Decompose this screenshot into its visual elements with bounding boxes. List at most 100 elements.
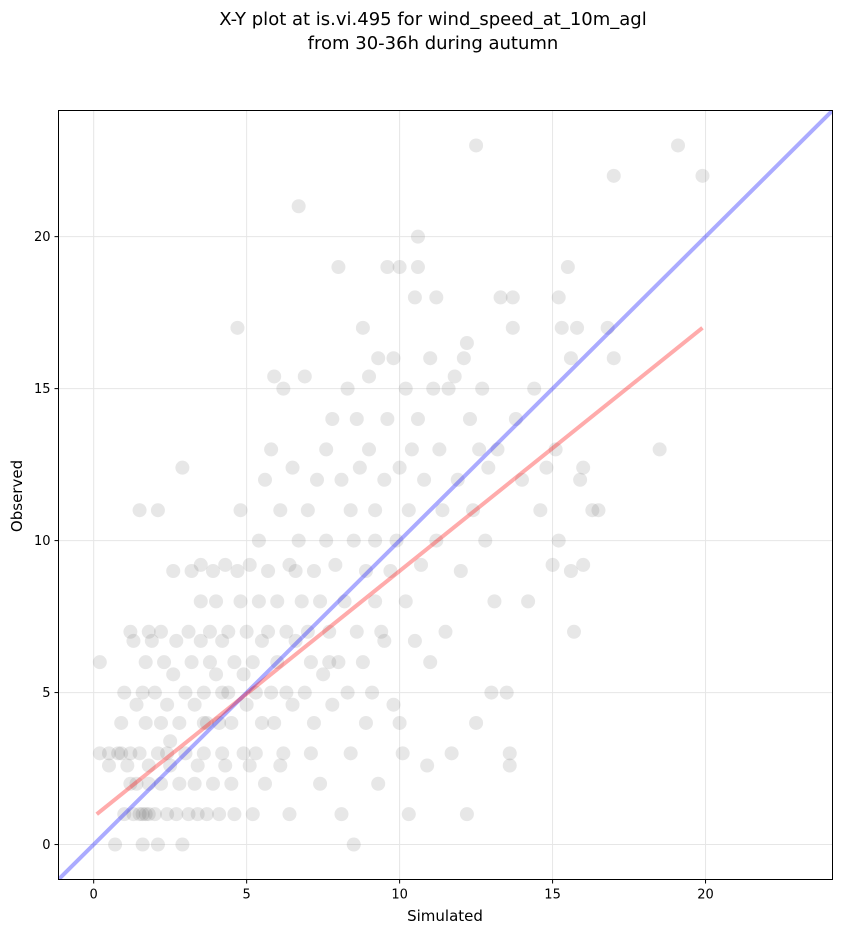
data-point xyxy=(193,594,208,609)
data-point xyxy=(671,138,686,153)
data-point xyxy=(141,776,156,791)
data-point xyxy=(178,685,193,700)
data-point xyxy=(270,594,285,609)
data-point xyxy=(184,563,199,578)
data-point xyxy=(560,260,575,275)
data-points xyxy=(92,138,710,852)
data-point xyxy=(453,563,468,578)
data-point xyxy=(202,624,217,639)
data-point xyxy=(138,807,153,822)
data-point xyxy=(392,260,407,275)
data-point xyxy=(150,503,165,518)
data-point xyxy=(282,557,297,572)
data-point xyxy=(475,381,490,396)
data-point xyxy=(426,381,441,396)
data-point xyxy=(352,460,367,475)
data-point xyxy=(221,624,236,639)
data-point xyxy=(227,807,242,822)
data-point xyxy=(166,667,181,682)
data-point xyxy=(267,369,282,384)
data-point xyxy=(340,381,355,396)
x-tick-label: 5 xyxy=(243,888,251,903)
data-point xyxy=(163,734,178,749)
data-point xyxy=(368,594,383,609)
data-point xyxy=(585,503,600,518)
data-point xyxy=(539,460,554,475)
data-point xyxy=(319,442,334,457)
data-point xyxy=(209,594,224,609)
data-point xyxy=(306,563,321,578)
data-point xyxy=(163,758,178,773)
data-point xyxy=(172,776,187,791)
data-point xyxy=(215,685,230,700)
data-point xyxy=(563,563,578,578)
data-point xyxy=(166,563,181,578)
data-point xyxy=(456,351,471,366)
data-point xyxy=(251,533,266,548)
data-point xyxy=(224,715,239,730)
data-point xyxy=(172,715,187,730)
data-point xyxy=(365,685,380,700)
data-point xyxy=(215,746,230,761)
data-point xyxy=(487,594,502,609)
data-point xyxy=(545,557,560,572)
data-point xyxy=(175,837,190,852)
data-point xyxy=(92,655,107,670)
data-point xyxy=(294,594,309,609)
data-point xyxy=(251,594,266,609)
data-point xyxy=(447,369,462,384)
data-point xyxy=(429,290,444,305)
data-point xyxy=(606,351,621,366)
data-point xyxy=(245,655,260,670)
data-point xyxy=(383,563,398,578)
data-point xyxy=(392,715,407,730)
data-point xyxy=(175,460,190,475)
data-point xyxy=(138,655,153,670)
data-point xyxy=(230,320,245,335)
data-point xyxy=(300,624,315,639)
data-point xyxy=(196,746,211,761)
data-point xyxy=(600,320,615,335)
data-point xyxy=(264,685,279,700)
x-tick-label: 0 xyxy=(90,888,98,903)
data-point xyxy=(111,746,126,761)
data-point xyxy=(410,260,425,275)
data-point xyxy=(481,460,496,475)
data-point xyxy=(123,624,138,639)
data-point xyxy=(423,351,438,366)
data-point xyxy=(331,260,346,275)
data-point xyxy=(508,412,523,427)
axis-ticks: 0 5 10 15 20 0 5 10 15 20 xyxy=(34,230,714,902)
data-point xyxy=(153,715,168,730)
data-point xyxy=(227,655,242,670)
data-point xyxy=(371,776,386,791)
data-point xyxy=(322,655,337,670)
data-point xyxy=(310,472,325,487)
y-tick-label: 20 xyxy=(34,230,51,245)
data-point xyxy=(123,776,138,791)
data-point xyxy=(199,715,214,730)
data-point xyxy=(239,624,254,639)
data-point xyxy=(334,472,349,487)
data-point xyxy=(267,715,282,730)
data-point xyxy=(466,503,481,518)
data-point xyxy=(401,807,416,822)
data-point xyxy=(570,320,585,335)
data-point xyxy=(239,697,254,712)
data-point xyxy=(533,503,548,518)
data-point xyxy=(368,503,383,518)
data-point xyxy=(551,533,566,548)
data-point xyxy=(493,290,508,305)
data-point xyxy=(218,557,233,572)
data-point xyxy=(420,758,435,773)
chart-title: X-Y plot at is.vi.495 for wind_speed_at_… xyxy=(219,9,646,30)
data-point xyxy=(236,667,251,682)
data-point xyxy=(135,837,150,852)
data-point xyxy=(346,837,361,852)
data-point xyxy=(441,381,456,396)
data-point xyxy=(205,776,220,791)
x-tick-label: 15 xyxy=(544,888,561,903)
y-tick-label: 5 xyxy=(42,686,50,701)
data-point xyxy=(254,715,269,730)
data-point xyxy=(377,633,392,648)
